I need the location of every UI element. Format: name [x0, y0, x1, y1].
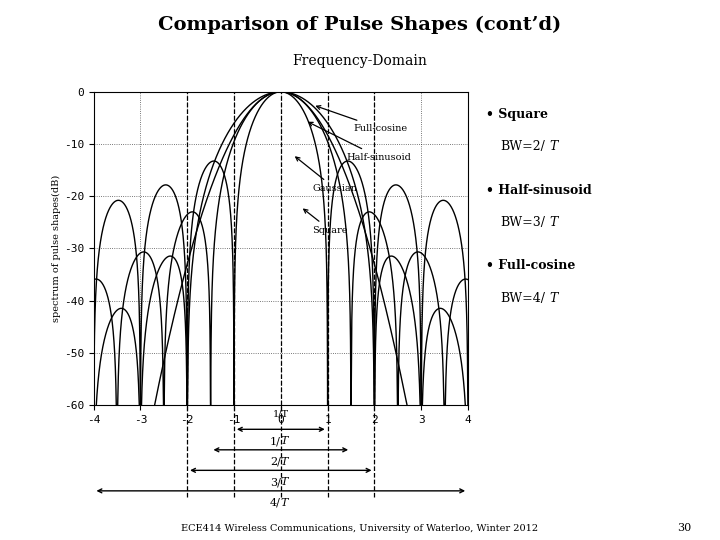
Text: 3/: 3/: [270, 477, 281, 488]
Text: 2/: 2/: [270, 457, 281, 467]
Text: 30: 30: [677, 523, 691, 533]
Text: Half-sinusoid: Half-sinusoid: [309, 123, 411, 161]
Text: 1/T: 1/T: [273, 409, 289, 418]
Text: T: T: [281, 477, 288, 488]
Text: • Full-cosine: • Full-cosine: [486, 259, 575, 272]
Text: T: T: [281, 498, 288, 508]
Text: T: T: [549, 216, 558, 229]
Text: Gaussian: Gaussian: [296, 157, 358, 193]
Text: 4/: 4/: [270, 498, 281, 508]
Text: BW=2/: BW=2/: [500, 140, 545, 153]
Text: T: T: [281, 457, 288, 467]
Text: Full-cosine: Full-cosine: [317, 106, 408, 133]
Text: Comparison of Pulse Shapes (cont’d): Comparison of Pulse Shapes (cont’d): [158, 16, 562, 35]
Text: BW=3/: BW=3/: [500, 216, 546, 229]
Text: • Square: • Square: [486, 108, 548, 121]
Text: T: T: [281, 436, 288, 447]
Text: • Half-sinusoid: • Half-sinusoid: [486, 184, 592, 197]
Text: T: T: [549, 140, 558, 153]
Y-axis label: spectrum of pulse shapes(dB): spectrum of pulse shapes(dB): [52, 175, 61, 322]
Text: Square: Square: [304, 209, 348, 235]
Text: 1/: 1/: [270, 436, 281, 447]
Text: ECE414 Wireless Communications, University of Waterloo, Winter 2012: ECE414 Wireless Communications, Universi…: [181, 524, 539, 533]
Text: BW=4/: BW=4/: [500, 292, 546, 305]
Text: Frequency-Domain: Frequency-Domain: [292, 54, 428, 68]
Text: T: T: [549, 292, 558, 305]
